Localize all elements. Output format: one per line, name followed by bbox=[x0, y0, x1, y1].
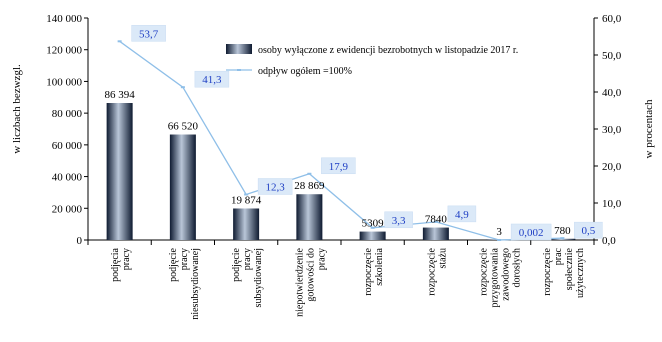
category-label: podjęciapracy bbox=[110, 247, 132, 281]
percent-value-label: 4,9 bbox=[455, 209, 469, 221]
percent-value-label: 53,7 bbox=[139, 28, 159, 40]
bar-value-label: 5309 bbox=[362, 218, 385, 230]
category-label: podjęciepracyniesubsydiowanej bbox=[168, 247, 201, 319]
right-tick-label: 60,0 bbox=[602, 13, 622, 25]
percent-label-box bbox=[257, 178, 293, 195]
bar-value-label: 66 520 bbox=[168, 121, 199, 133]
percent-point bbox=[117, 40, 122, 43]
percent-point bbox=[370, 226, 375, 229]
bar-value-label: 3 bbox=[496, 226, 502, 238]
percent-value-label: 3,3 bbox=[392, 215, 406, 227]
percent-point bbox=[433, 220, 438, 223]
right-tick-label: 20,0 bbox=[602, 161, 622, 173]
right-tick-label: 50,0 bbox=[602, 50, 622, 62]
y-right-axis-title: w procentach bbox=[643, 99, 655, 158]
percent-label-box bbox=[447, 205, 477, 223]
bar bbox=[359, 231, 386, 240]
legend-bar-label: osoby wyłączone z ewidencji bezrobotnych… bbox=[258, 45, 518, 56]
percent-value-label: 0,002 bbox=[519, 227, 544, 239]
bar bbox=[296, 194, 323, 240]
left-tick-label: 120 000 bbox=[46, 45, 82, 57]
percent-label-box bbox=[194, 70, 230, 88]
bar bbox=[106, 103, 133, 240]
category-label: rozpoczęciepracspołecznieużytecznych bbox=[542, 247, 586, 298]
legend-bar-swatch bbox=[226, 44, 252, 54]
percent-label-box bbox=[384, 211, 413, 229]
left-tick-label: 40 000 bbox=[52, 172, 83, 184]
left-tick-label: 0 bbox=[77, 235, 83, 247]
category-label: rozpoczęcieszkolenia bbox=[363, 247, 385, 295]
left-tick-label: 80 000 bbox=[52, 108, 83, 120]
right-tick-label: 40,0 bbox=[602, 87, 622, 99]
right-tick-label: 0,0 bbox=[602, 235, 616, 247]
legend-line-label: odpływ ogółem =100% bbox=[258, 66, 352, 77]
legend-line-marker bbox=[237, 69, 241, 71]
bar bbox=[233, 208, 260, 240]
left-tick-label: 100 000 bbox=[46, 76, 82, 88]
left-tick-label: 60 000 bbox=[52, 140, 83, 152]
right-tick-label: 10,0 bbox=[602, 198, 622, 210]
percent-value-label: 41,3 bbox=[202, 74, 222, 86]
category-label: niepotwierdzeniegotowości dopracy bbox=[294, 247, 327, 316]
category-label: podjęciepracysubsydiowanej bbox=[231, 247, 264, 307]
percent-label-box bbox=[574, 221, 603, 239]
bar-value-label: 86 394 bbox=[105, 89, 136, 101]
percent-value-label: 12,3 bbox=[266, 181, 286, 193]
category-label: rozpoczęcieprzygotowaniazawodowegodorosł… bbox=[479, 247, 523, 307]
left-tick-label: 140 000 bbox=[46, 13, 82, 25]
percent-point bbox=[497, 238, 502, 241]
bar bbox=[169, 134, 196, 240]
left-tick-label: 20 000 bbox=[52, 203, 83, 215]
percent-value-label: 0,5 bbox=[582, 225, 596, 237]
bar-value-label: 780 bbox=[554, 225, 571, 237]
bar-value-label: 19 874 bbox=[231, 194, 262, 206]
percent-value-label: 17,9 bbox=[329, 161, 349, 173]
y-left-axis-title: w liczbach bezwzgl. bbox=[11, 64, 23, 154]
category-label: rozpoczęciestażu bbox=[426, 247, 448, 295]
bar-value-label: 28 869 bbox=[294, 180, 325, 192]
percent-line bbox=[119, 40, 563, 241]
percent-point bbox=[307, 172, 312, 175]
bar bbox=[422, 227, 449, 240]
percent-point bbox=[560, 237, 565, 240]
percent-point bbox=[244, 193, 249, 196]
bar-value-label: 7840 bbox=[425, 214, 448, 226]
percent-label-box bbox=[321, 157, 356, 175]
percent-point bbox=[180, 86, 185, 89]
percent-label-box bbox=[131, 25, 166, 42]
percent-label-box bbox=[510, 223, 552, 241]
right-tick-label: 30,0 bbox=[602, 124, 622, 136]
bar bbox=[549, 238, 576, 240]
